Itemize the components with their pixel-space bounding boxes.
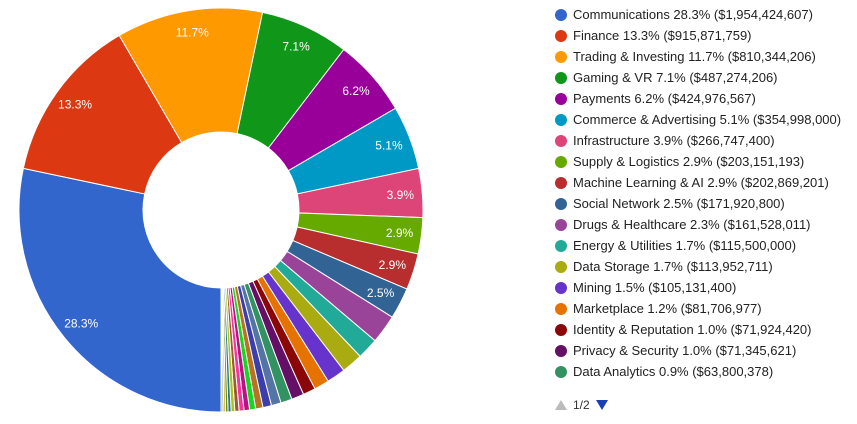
legend-item[interactable]: Energy & Utilities 1.7% ($115,500,000) bbox=[555, 235, 841, 256]
chart-legend: Communications 28.3% ($1,954,424,607) Fin… bbox=[555, 4, 841, 382]
legend-swatch-icon bbox=[555, 344, 567, 357]
legend-item[interactable]: Marketplace 1.2% ($81,706,977) bbox=[555, 298, 841, 319]
legend-item[interactable]: Gaming & VR 7.1% ($487,274,206) bbox=[555, 67, 841, 88]
legend-label: Energy & Utilities 1.7% ($115,500,000) bbox=[573, 238, 797, 253]
slice-percent-label: 2.9% bbox=[386, 226, 414, 240]
legend-swatch-icon bbox=[555, 281, 567, 294]
legend-swatch-icon bbox=[555, 239, 567, 252]
slice-percent-label: 5.1% bbox=[375, 138, 403, 152]
donut-slice[interactable] bbox=[220, 287, 223, 413]
legend-swatch-icon bbox=[555, 323, 567, 336]
legend-swatch-icon bbox=[555, 134, 567, 147]
legend-label: Data Storage 1.7% ($113,952,711) bbox=[573, 259, 773, 274]
legend-swatch-icon bbox=[555, 8, 567, 21]
legend-item[interactable]: Data Analytics 0.9% ($63,800,378) bbox=[555, 361, 841, 382]
legend-item[interactable]: Infrastructure 3.9% ($266,747,400) bbox=[555, 130, 841, 151]
legend-swatch-icon bbox=[555, 365, 567, 378]
legend-swatch-icon bbox=[555, 197, 567, 210]
legend-item[interactable]: Data Storage 1.7% ($113,952,711) bbox=[555, 256, 841, 277]
legend-label: Data Analytics 0.9% ($63,800,378) bbox=[573, 364, 774, 379]
legend-label: Supply & Logistics 2.9% ($203,151,193) bbox=[573, 154, 805, 169]
legend-label: Communications 28.3% ($1,954,424,607) bbox=[573, 7, 813, 22]
legend-swatch-icon bbox=[555, 29, 567, 42]
legend-swatch-icon bbox=[555, 113, 567, 126]
legend-swatch-icon bbox=[555, 71, 567, 84]
legend-label: Infrastructure 3.9% ($266,747,400) bbox=[573, 133, 775, 148]
legend-item[interactable]: Trading & Investing 11.7% ($810,344,206) bbox=[555, 46, 841, 67]
legend-label: Identity & Reputation 1.0% ($71,924,420) bbox=[573, 322, 812, 337]
legend-item[interactable]: Drugs & Healthcare 2.3% ($161,528,011) bbox=[555, 214, 841, 235]
slice-percent-label: 7.1% bbox=[282, 39, 310, 53]
slice-percent-label: 13.3% bbox=[58, 98, 92, 112]
legend-swatch-icon bbox=[555, 260, 567, 273]
legend-item[interactable]: Identity & Reputation 1.0% ($71,924,420) bbox=[555, 319, 841, 340]
legend-item[interactable]: Communications 28.3% ($1,954,424,607) bbox=[555, 4, 841, 25]
legend-swatch-icon bbox=[555, 302, 567, 315]
previous-page-icon[interactable] bbox=[555, 400, 567, 410]
donut-slice[interactable] bbox=[18, 167, 222, 413]
legend-swatch-icon bbox=[555, 92, 567, 105]
legend-item[interactable]: Commerce & Advertising 5.1% ($354,998,00… bbox=[555, 109, 841, 130]
legend-label: Trading & Investing 11.7% ($810,344,206) bbox=[573, 49, 816, 64]
legend-swatch-icon bbox=[555, 50, 567, 63]
legend-label: Privacy & Security 1.0% ($71,345,621) bbox=[573, 343, 797, 358]
legend-label: Drugs & Healthcare 2.3% ($161,528,011) bbox=[573, 217, 811, 232]
slice-percent-label: 6.2% bbox=[342, 84, 370, 98]
legend-item[interactable]: Finance 13.3% ($915,871,759) bbox=[555, 25, 841, 46]
slice-percent-label: 3.9% bbox=[387, 188, 415, 202]
legend-item[interactable]: Privacy & Security 1.0% ($71,345,621) bbox=[555, 340, 841, 361]
legend-label: Mining 1.5% ($105,131,400) bbox=[573, 280, 737, 295]
legend-label: Machine Learning & AI 2.9% ($202,869,201… bbox=[573, 175, 829, 190]
slice-percent-label: 2.9% bbox=[379, 258, 407, 272]
slice-percent-label: 28.3% bbox=[64, 316, 98, 330]
next-page-icon[interactable] bbox=[595, 400, 608, 410]
legend-label: Payments 6.2% ($424,976,567) bbox=[573, 91, 756, 106]
legend-item[interactable]: Machine Learning & AI 2.9% ($202,869,201… bbox=[555, 172, 841, 193]
legend-item[interactable]: Social Network 2.5% ($171,920,800) bbox=[555, 193, 841, 214]
legend-label: Finance 13.3% ($915,871,759) bbox=[573, 28, 752, 43]
donut-slice[interactable] bbox=[118, 7, 264, 144]
slice-percent-label: 2.5% bbox=[367, 286, 395, 300]
legend-label: Marketplace 1.2% ($81,706,977) bbox=[573, 301, 762, 316]
legend-item[interactable]: Mining 1.5% ($105,131,400) bbox=[555, 277, 841, 298]
legend-item[interactable]: Supply & Logistics 2.9% ($203,151,193) bbox=[555, 151, 841, 172]
legend-item[interactable]: Payments 6.2% ($424,976,567) bbox=[555, 88, 841, 109]
legend-label: Gaming & VR 7.1% ($487,274,206) bbox=[573, 70, 778, 85]
legend-pager: 1/2 bbox=[555, 398, 608, 412]
donut-chart: 28.3% 13.3% 11.7% 7.1% 6.2% 5.1% 3.9% 2.9% 2.9% 2… bbox=[18, 7, 424, 413]
legend-swatch-icon bbox=[555, 218, 567, 231]
slice-percent-label: 11.7% bbox=[176, 25, 209, 39]
legend-swatch-icon bbox=[555, 176, 567, 189]
legend-swatch-icon bbox=[555, 155, 567, 168]
legend-label: Commerce & Advertising 5.1% ($354,998,00… bbox=[573, 112, 842, 127]
pager-label: 1/2 bbox=[573, 398, 590, 412]
legend-label: Social Network 2.5% ($171,920,800) bbox=[573, 196, 785, 211]
